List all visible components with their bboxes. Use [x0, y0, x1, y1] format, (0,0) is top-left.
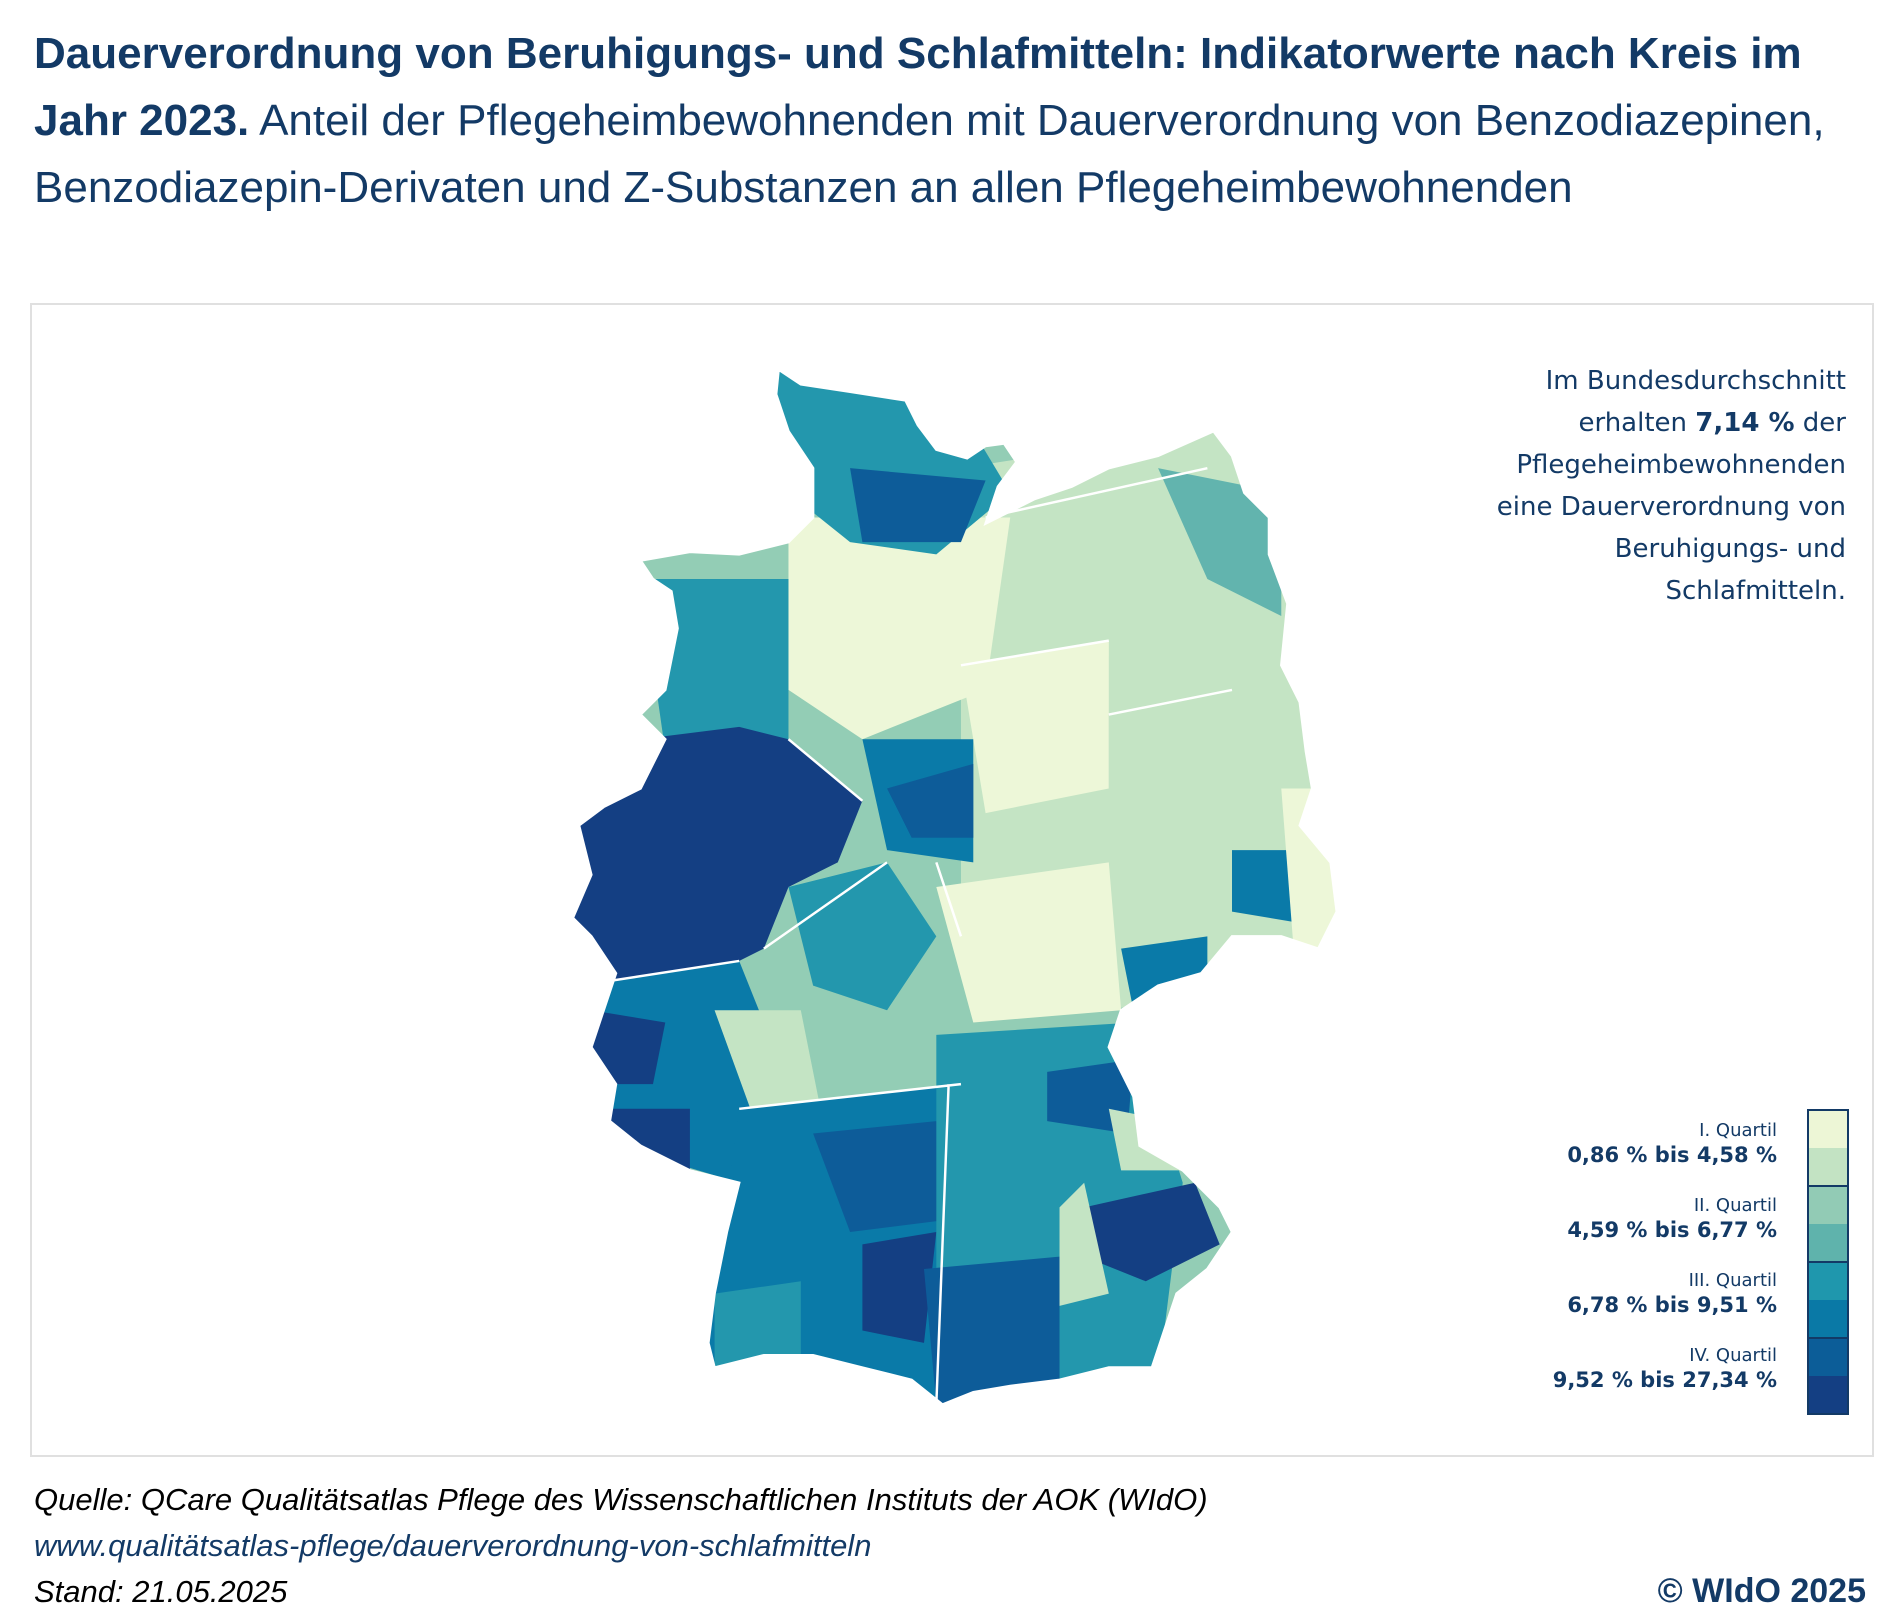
region-lower-saxony-light: [788, 517, 1011, 740]
region-bw-north: [813, 1121, 949, 1232]
region-saxony-anhalt: [960, 640, 1109, 814]
region-upper-palatinate: [1059, 1182, 1109, 1306]
national-average-value: 7,14 %: [1695, 408, 1795, 438]
note-line: Pflegeheimbewohnenden: [1516, 450, 1846, 480]
legend-swatch: [1809, 1185, 1847, 1224]
legend-swatch: [1809, 1376, 1847, 1413]
note-line: Schlafmitteln.: [1665, 576, 1847, 606]
legend-swatch: [1809, 1224, 1847, 1261]
title-subtitle: Anteil der Pflegeheimbewohnenden mit Dau…: [34, 96, 1825, 212]
national-average-note: Im Bundesdurchschnitt erhalten 7,14 % de…: [1497, 360, 1846, 612]
note-line: Im Bundesdurchschnitt: [1545, 366, 1846, 396]
legend-quartile-label: II. Quartil: [1693, 1195, 1777, 1216]
legend-range-label: 4,59 % bis 6,77 %: [1567, 1218, 1777, 1242]
note-text: der: [1794, 408, 1846, 438]
legend-range-label: 9,52 % bis 27,34 %: [1552, 1368, 1777, 1392]
region-nrw: [572, 726, 863, 998]
legend-item-q3: III. Quartil 6,78 % bis 9,51 %: [1567, 1270, 1777, 1318]
region-black-forest: [714, 1281, 801, 1368]
region-hesse-north: [788, 862, 937, 1011]
note-line: erhalten 7,14 % der: [1497, 402, 1846, 444]
region-swabia: [924, 1256, 1060, 1405]
map-frame: [30, 303, 1874, 1457]
legend-swatch: [1809, 1148, 1847, 1185]
legend-swatch: [1809, 1261, 1847, 1300]
region-erzgebirge: [1121, 936, 1208, 1011]
note-text: erhalten: [1578, 408, 1696, 438]
region-hamburg-area: [850, 468, 986, 543]
legend-item-q1: I. Quartil 0,86 % bis 4,58 %: [1567, 1120, 1777, 1168]
chart-title: Dauerverordnung von Beruhigungs- und Sch…: [34, 20, 1874, 221]
legend-quartile-label: III. Quartil: [1688, 1270, 1777, 1291]
region-eifel: [591, 1010, 666, 1085]
region-oberpfalz-east: [1108, 1108, 1183, 1171]
region-brandenburg-south: [1108, 689, 1232, 863]
legend-range-label: 0,86 % bis 4,58 %: [1567, 1143, 1777, 1167]
copyright: © WIdO 2025: [1657, 1572, 1866, 1610]
region-bw-south: [862, 1232, 937, 1343]
title-bold: Dauerverordnung von Beruhigungs- und Sch…: [34, 29, 1802, 145]
legend-quartile-label: IV. Quartil: [1689, 1345, 1777, 1366]
legend-swatch: [1809, 1111, 1847, 1148]
legend-quartile-label: I. Quartil: [1699, 1120, 1777, 1141]
legend-swatch: [1809, 1337, 1847, 1376]
legend-item-q4: IV. Quartil 9,52 % bis 27,34 %: [1553, 1345, 1777, 1393]
region-vorpommern: [1158, 468, 1282, 616]
source-text: Quelle: QCare Qualitätsatlas Pflege des …: [34, 1482, 1208, 1517]
note-line: Beruhigungs- und: [1614, 534, 1846, 564]
legend-item-q2: II. Quartil 4,59 % bis 6,77 %: [1567, 1195, 1777, 1243]
note-line: eine Dauerverordnung von: [1496, 492, 1846, 522]
date-text: Stand: 21.05.2025: [34, 1574, 288, 1609]
legend-swatch: [1809, 1300, 1847, 1337]
region-thuringia: [936, 862, 1122, 1023]
region-lower-bavaria: [1084, 1182, 1220, 1282]
region-saarland: [609, 1108, 690, 1171]
source-url-link[interactable]: www.qualitätsatlas-pflege/dauerverordnun…: [34, 1528, 872, 1563]
region-emsland: [640, 579, 789, 752]
legend-range-label: 6,78 % bis 9,51 %: [1567, 1293, 1777, 1317]
legend-color-bar: [1807, 1109, 1849, 1415]
state-borders: [578, 466, 1233, 1405]
